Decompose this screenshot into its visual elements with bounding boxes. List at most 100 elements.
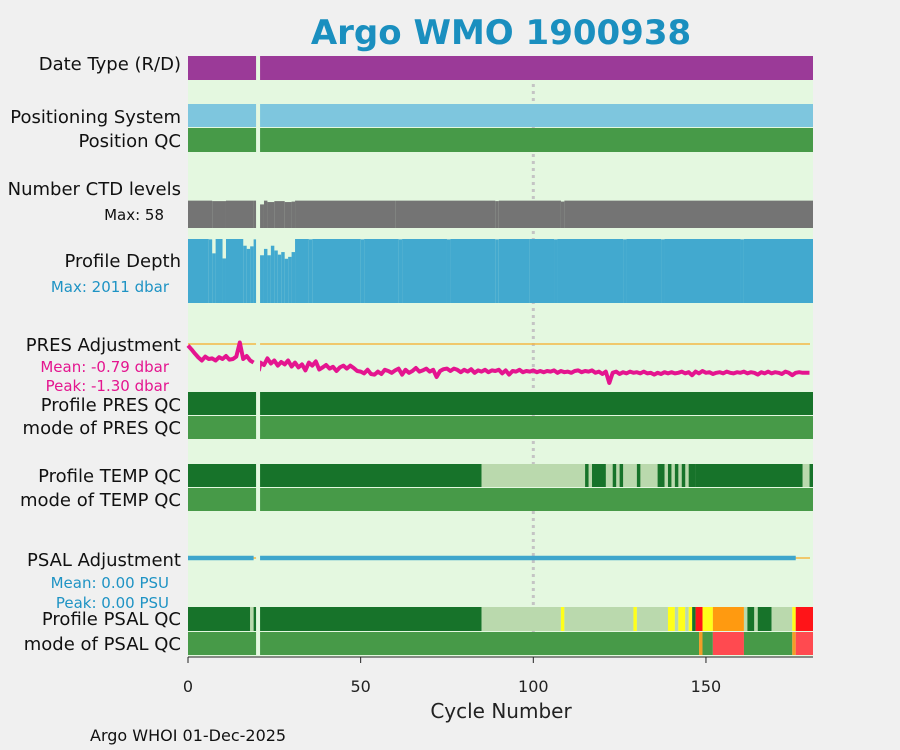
ctd_levels-bar [498, 200, 561, 228]
mode_psal_qc-segment [702, 632, 713, 655]
profile_psal_qc-segment [702, 607, 713, 631]
profile_temp_qc-segment [674, 464, 679, 487]
date_type-segment [188, 56, 813, 80]
profile_depth-bar [661, 239, 665, 303]
profile_depth-bar [270, 245, 275, 303]
profile_depth-bar [222, 258, 226, 303]
ctd_levels-bar [495, 201, 499, 228]
profile_depth-bar [295, 239, 309, 303]
profile_depth-bar [743, 239, 813, 303]
chart-title: Argo WMO 1900938 [311, 13, 691, 53]
profile_depth-bar [258, 255, 264, 303]
profile_psal_qc-segment [481, 607, 561, 631]
profile_temp_qc-segment [619, 464, 624, 487]
profile_psal_qc-segment [747, 607, 755, 631]
profile_psal_qc-segment [188, 607, 251, 631]
profile_psal_qc-segment [757, 607, 772, 631]
pres_adjustment-label: PRES Adjustment [26, 335, 181, 356]
profile_depth-bar [288, 256, 292, 303]
ctd_levels-bar [267, 202, 275, 228]
ctd_levels-bar [212, 201, 226, 228]
mode_pres_qc-label: mode of PRES QC [23, 418, 181, 439]
psal_adjustment-sublabel-peak: Peak: 0.00 PSU [56, 594, 169, 612]
profile_psal_qc-segment [712, 607, 744, 631]
mode_pres_qc-segment [188, 416, 813, 439]
ctd_levels-sublabel: Max: 58 [104, 206, 164, 224]
profile_depth-bar [360, 239, 365, 303]
profile_depth-bar [225, 239, 244, 303]
profile_depth-bar [277, 254, 282, 303]
profile_psal_qc-segment [692, 607, 696, 631]
mode_psal_qc-segment [188, 632, 700, 655]
x-tick-label: 100 [518, 677, 549, 696]
profile_depth-bar [498, 239, 530, 303]
profile_pres_qc-segment [188, 392, 813, 415]
ctd_levels-bar [188, 200, 213, 228]
profile_psal_qc-segment [771, 607, 793, 631]
profile_depth-label: Profile Depth [64, 251, 181, 272]
profile_temp_qc-segment [188, 464, 482, 487]
profile_psal_qc-segment [685, 607, 689, 631]
positioning_system-label: Positioning System [10, 107, 181, 128]
profile_psal_qc-segment [695, 607, 703, 631]
profile_depth-bar [281, 252, 285, 303]
profile_psal_qc-segment [795, 607, 813, 631]
x-tick-label: 150 [691, 677, 722, 696]
pres-adjustment-line [186, 340, 255, 365]
ctd_levels-bar [295, 200, 396, 228]
ctd_levels-bar [395, 200, 496, 228]
profile_psal_qc-segment [560, 607, 565, 631]
profile_psal_qc-segment [250, 607, 254, 631]
mode_psal_qc-label: mode of PSAL QC [24, 634, 181, 655]
profile_psal_qc-segment [754, 607, 758, 631]
profile_depth-sublabel: Max: 2011 dbar [51, 278, 170, 296]
profile_depth-bar [243, 245, 247, 303]
profile_depth-bar [623, 239, 627, 303]
ctd_levels-bar [263, 200, 268, 228]
profile_depth-bar [529, 239, 555, 303]
ctd_levels-bar [284, 202, 292, 228]
profile_psal_qc-segment [636, 607, 668, 631]
profile_depth-bar [284, 258, 289, 303]
profile_temp_qc-segment [667, 464, 672, 487]
profile_temp_qc-segment [809, 464, 813, 487]
profile_psal_qc-label: Profile PSAL QC [42, 609, 181, 630]
ctd_levels-bar [258, 204, 264, 228]
psal_adjustment-label: PSAL Adjustment [27, 550, 181, 571]
profile_depth-bar [554, 239, 558, 303]
profile_temp_qc-segment [802, 464, 813, 487]
profile_psal_qc-segment [253, 607, 482, 631]
profile_depth-bar [450, 239, 496, 303]
mode_psal_qc-segment [699, 632, 703, 655]
position_qc-segment [188, 128, 813, 152]
profile_temp_qc-segment [688, 464, 696, 487]
profile_depth-bar [274, 250, 278, 303]
x-tick-label: 0 [183, 677, 193, 696]
pres_adjustment-sublabel: Mean: -0.79 dbar [40, 358, 170, 376]
mode_psal_qc-segment [795, 632, 813, 655]
ctd_levels-bar [225, 200, 254, 228]
ctd_levels-label: Number CTD levels [8, 179, 181, 200]
psal_adjustment-sublabel: Mean: 0.00 PSU [51, 574, 169, 592]
profile_temp_qc-segment [592, 464, 606, 487]
profile_psal_qc-segment [674, 607, 679, 631]
profile_depth-bar [312, 239, 361, 303]
mode_psal_qc-segment [712, 632, 744, 655]
profile_depth-bar [308, 239, 313, 303]
profile_depth-bar [495, 239, 499, 303]
ctd_levels-bar [564, 200, 813, 228]
profile_temp_qc-segment [636, 464, 641, 487]
profile_psal_qc-segment [564, 607, 634, 631]
ctd_levels-bar [274, 201, 285, 228]
profile_psal_qc-segment [667, 607, 675, 631]
profile_depth-bar [398, 239, 403, 303]
profile_temp_qc-segment [657, 464, 665, 487]
mode_temp_qc-label: mode of TEMP QC [20, 490, 181, 511]
profile_temp_qc-segment [481, 464, 586, 487]
profile_depth-bar [446, 239, 451, 303]
missing-cycle-gap [256, 56, 261, 657]
ctd_levels-bar [560, 201, 565, 228]
positioning_system-segment [188, 104, 813, 127]
profile_temp_qc-segment [681, 464, 686, 487]
